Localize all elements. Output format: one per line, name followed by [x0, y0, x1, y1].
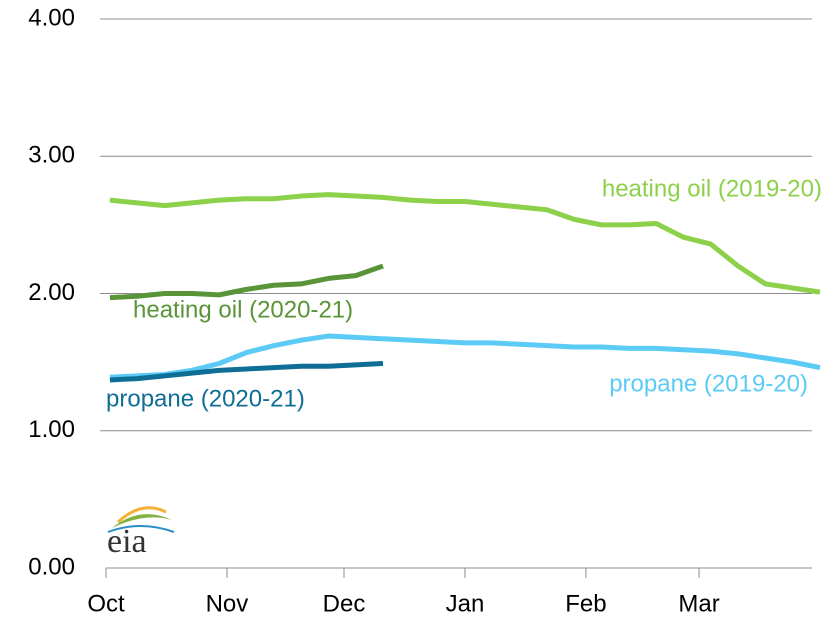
series-line: [109, 192, 821, 295]
series-line: [109, 361, 384, 383]
x-tick-label: Dec: [323, 590, 366, 617]
series-label: heating oil (2019-20): [602, 175, 822, 202]
x-tick-label: Nov: [206, 590, 249, 617]
series-label: propane (2019-20): [609, 370, 808, 397]
series-line: [109, 263, 384, 301]
logo: eia: [107, 506, 175, 560]
x-tick-label: Mar: [678, 590, 719, 617]
logo-swoosh: [107, 525, 175, 533]
y-tick-label: 4.00: [28, 4, 75, 31]
series-label: heating oil (2020-21): [133, 296, 353, 323]
y-tick-label: 3.00: [28, 142, 75, 169]
series-label: propane (2020-21): [106, 385, 305, 412]
series-line: [109, 333, 821, 380]
y-tick-label: 2.00: [28, 279, 75, 306]
logo-swoosh: [116, 506, 167, 524]
y-tick-label: 1.00: [28, 416, 75, 443]
x-tick-label: Jan: [446, 590, 485, 617]
y-tick-label: 0.00: [28, 553, 75, 580]
logo-text: eia: [107, 523, 147, 560]
x-tick-label: Feb: [565, 590, 606, 617]
x-tick-label: Oct: [87, 590, 125, 617]
logo-swoosh: [112, 514, 172, 528]
